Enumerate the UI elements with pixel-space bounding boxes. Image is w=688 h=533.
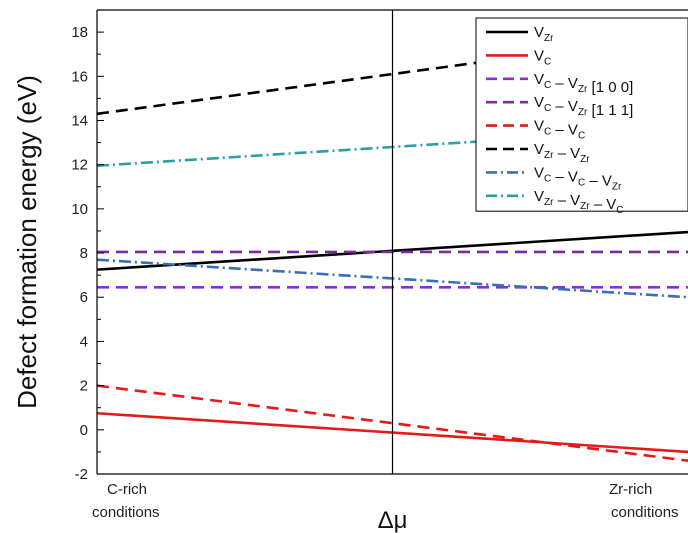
x-tick-label-left-line1: C-rich [107, 481, 147, 498]
legend-label-7: VC – VC – VZr [534, 164, 622, 192]
legend-box [475, 17, 688, 212]
legend-label-1: VZr [534, 24, 554, 44]
y-tick-label: 14 [71, 112, 88, 129]
legend-label-6: VZr – VZr [534, 141, 590, 165]
y-tick-label: 4 [80, 333, 88, 350]
legend-label-5: VC – VC [534, 118, 585, 142]
y-tick-label: 16 [71, 68, 88, 85]
x-tick-label-left-line2: conditions [92, 504, 160, 521]
legend-label-4: VC – VZr [1 1 1] [534, 94, 633, 119]
legend-label-2: VC [534, 47, 551, 67]
x-tick-label-right-line2: conditions [611, 504, 679, 521]
y-tick-labels: -2 0 2 4 6 8 10 12 14 16 18 [71, 24, 88, 483]
legend-label-8: VZr – VZr – VC [534, 188, 624, 216]
legend-label-3: VC – VZr [1 0 0] [534, 71, 633, 96]
y-tick-label: 18 [71, 24, 88, 41]
y-tick-label: 12 [71, 157, 88, 174]
y-axis-title: Defect formation energy (eV) [12, 75, 42, 409]
axes-layer [96, 9, 688, 475]
y-tick-label: 10 [71, 201, 88, 218]
y-tick-label: 6 [80, 289, 88, 306]
y-tick-label: 0 [80, 422, 88, 439]
x-tick-label-right-line1: Zr-rich [609, 481, 652, 498]
y-tick-label: 8 [80, 245, 88, 262]
series-line-5 [97, 384, 688, 463]
y-tick-label: -2 [75, 466, 88, 483]
y-tick-label: 2 [80, 378, 88, 395]
x-axis-title: Δμ [378, 507, 408, 533]
